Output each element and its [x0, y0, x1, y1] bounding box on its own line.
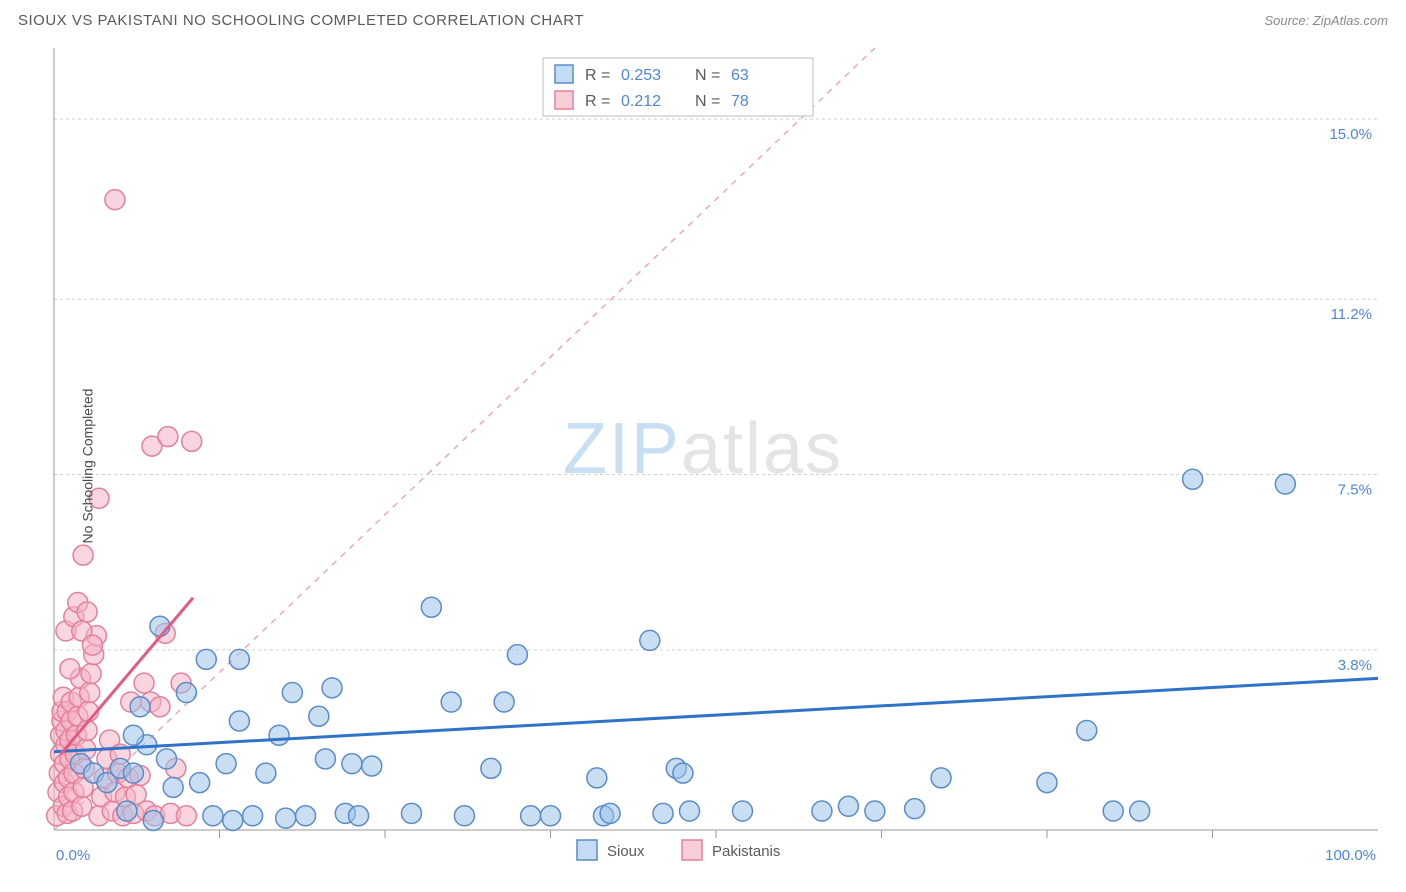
data-point-pakistanis	[182, 431, 202, 451]
data-point-sioux	[223, 811, 243, 831]
x-tick-label: 100.0%	[1325, 847, 1376, 864]
data-point-sioux	[931, 768, 951, 788]
data-point-sioux	[1130, 801, 1150, 821]
stats-n-label: N =	[695, 67, 720, 84]
data-point-sioux	[342, 754, 362, 774]
data-point-sioux	[421, 597, 441, 617]
data-point-sioux	[1275, 474, 1295, 494]
data-point-sioux	[838, 796, 858, 816]
stats-swatch	[555, 91, 573, 109]
data-point-sioux	[640, 630, 660, 650]
data-point-sioux	[865, 801, 885, 821]
data-point-sioux	[541, 806, 561, 826]
stats-swatch	[555, 65, 573, 83]
data-point-sioux	[296, 806, 316, 826]
y-tick-label: 15.0%	[1329, 126, 1372, 143]
data-point-pakistanis	[60, 659, 80, 679]
data-point-sioux	[454, 806, 474, 826]
data-point-pakistanis	[82, 635, 102, 655]
legend-swatch	[577, 840, 597, 860]
data-point-sioux	[143, 811, 163, 831]
scatter-chart: 3.8% 7.5% 11.2% 15.0% 0.0% 100.0% R = 0.253 N = 6…	[0, 40, 1406, 892]
data-point-pakistanis	[158, 427, 178, 447]
stats-r-label: R =	[585, 67, 610, 84]
data-point-sioux	[507, 645, 527, 665]
data-point-sioux	[130, 697, 150, 717]
source-attribution: Source: ZipAtlas.com	[1264, 12, 1388, 30]
data-point-sioux	[1077, 720, 1097, 740]
data-point-pakistanis	[105, 190, 125, 210]
data-point-pakistanis	[150, 697, 170, 717]
y-tick-label: 7.5%	[1338, 482, 1372, 499]
data-point-sioux	[322, 678, 342, 698]
data-point-sioux	[269, 725, 289, 745]
data-point-sioux	[1103, 801, 1123, 821]
data-point-sioux	[1183, 469, 1203, 489]
data-point-sioux	[157, 749, 177, 769]
data-point-sioux	[401, 803, 421, 823]
data-point-sioux	[653, 803, 673, 823]
data-point-sioux	[732, 801, 752, 821]
data-point-sioux	[600, 803, 620, 823]
source-prefix: Source:	[1264, 13, 1312, 28]
data-point-sioux	[481, 758, 501, 778]
data-point-sioux	[117, 801, 137, 821]
y-tick-label: 3.8%	[1338, 657, 1372, 674]
data-point-pakistanis	[77, 602, 97, 622]
data-point-sioux	[163, 777, 183, 797]
data-point-sioux	[315, 749, 335, 769]
legend-label: Pakistanis	[712, 843, 780, 860]
legend-label: Sioux	[607, 843, 645, 860]
data-point-sioux	[282, 683, 302, 703]
chart-title: SIOUX VS PAKISTANI NO SCHOOLING COMPLETE…	[18, 12, 584, 29]
data-point-sioux	[1037, 773, 1057, 793]
data-point-sioux	[203, 806, 223, 826]
data-point-sioux	[680, 801, 700, 821]
stats-n-value: 78	[731, 93, 749, 110]
stats-box	[543, 58, 813, 116]
data-point-sioux	[123, 763, 143, 783]
data-point-sioux	[494, 692, 514, 712]
data-point-sioux	[673, 763, 693, 783]
stats-r-label: R =	[585, 93, 610, 110]
source-name: ZipAtlas.com	[1313, 13, 1388, 28]
data-point-sioux	[216, 754, 236, 774]
stats-r-value: 0.212	[621, 93, 661, 110]
data-point-sioux	[441, 692, 461, 712]
data-point-sioux	[176, 683, 196, 703]
data-point-sioux	[256, 763, 276, 783]
data-point-pakistanis	[81, 664, 101, 684]
data-point-sioux	[812, 801, 832, 821]
data-point-sioux	[349, 806, 369, 826]
trend-line-sioux	[54, 678, 1378, 751]
data-point-sioux	[309, 706, 329, 726]
data-point-sioux	[276, 808, 296, 828]
legend-swatch	[682, 840, 702, 860]
x-tick-label: 0.0%	[56, 847, 90, 864]
data-point-sioux	[229, 711, 249, 731]
chart-container: No Schooling Completed ZIPatlas 3.8%7.5%…	[0, 40, 1406, 892]
stats-n-label: N =	[695, 93, 720, 110]
data-point-sioux	[196, 649, 216, 669]
data-point-sioux	[905, 799, 925, 819]
y-axis-label: No Schooling Completed	[79, 389, 95, 544]
stats-n-value: 63	[731, 67, 749, 84]
data-point-sioux	[587, 768, 607, 788]
data-point-pakistanis	[80, 683, 100, 703]
data-point-pakistanis	[176, 806, 196, 826]
data-point-sioux	[362, 756, 382, 776]
data-point-pakistanis	[73, 545, 93, 565]
stats-r-value: 0.253	[621, 67, 661, 84]
data-point-sioux	[243, 806, 263, 826]
data-point-pakistanis	[134, 673, 154, 693]
data-point-sioux	[229, 649, 249, 669]
data-point-sioux	[150, 616, 170, 636]
data-point-sioux	[521, 806, 541, 826]
y-tick-label: 11.2%	[1331, 306, 1372, 323]
data-point-sioux	[123, 725, 143, 745]
data-point-sioux	[190, 773, 210, 793]
